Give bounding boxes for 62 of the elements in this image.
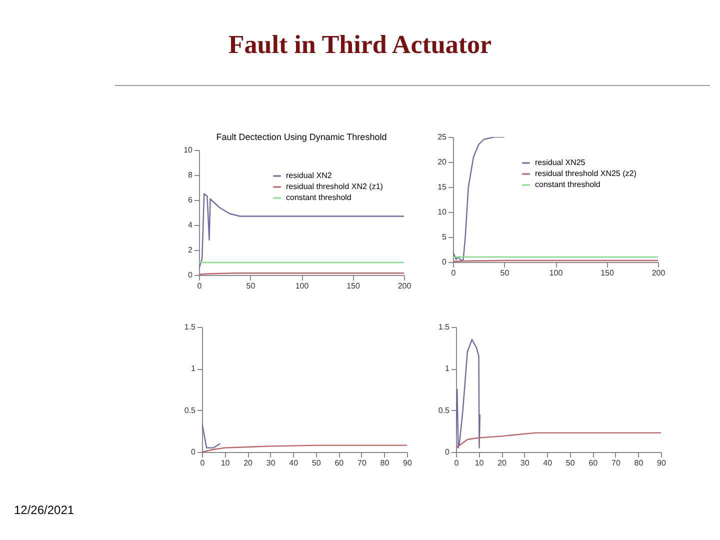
- y-tick-label: 10: [438, 208, 448, 216]
- x-tick-label: 80: [634, 458, 644, 468]
- y-tick-label: 2: [188, 246, 194, 254]
- x-tick-label: 80: [380, 458, 390, 468]
- y-tick-label: 1.5: [184, 322, 196, 332]
- y-tick-label: 0: [191, 448, 196, 456]
- legend-label: constant threshold: [535, 180, 600, 189]
- line-series: [456, 338, 481, 448]
- legend-label: constant threshold: [286, 193, 352, 202]
- x-tick-label: 200: [398, 282, 412, 290]
- x-tick-label: 90: [403, 458, 412, 468]
- line-series: [199, 193, 404, 270]
- x-tick-label: 20: [244, 458, 254, 468]
- legend-label: residual threshold XN25 (z2): [535, 169, 637, 178]
- x-tick-label: 50: [246, 282, 256, 290]
- x-tick-label: 30: [266, 458, 276, 468]
- x-tick-label: 10: [474, 458, 484, 468]
- y-tick-label: 5: [442, 232, 448, 242]
- line-series: [202, 422, 221, 448]
- x-tick-label: 10: [220, 458, 230, 468]
- x-tick-label: 0: [200, 458, 206, 468]
- y-tick-label: 15: [438, 182, 448, 192]
- x-tick-label: 20: [498, 458, 508, 468]
- x-tick-label: 40: [289, 458, 299, 468]
- y-tick-label: 25: [438, 132, 448, 142]
- y-tick-label: 20: [438, 158, 448, 166]
- legend-label: residual XN25: [535, 158, 586, 167]
- x-tick-label: 70: [357, 458, 367, 468]
- x-tick-label: 0: [454, 458, 460, 468]
- x-tick-label: 90: [657, 458, 666, 468]
- y-tick-label: 1.5: [438, 322, 450, 332]
- y-tick-label: 1: [445, 364, 450, 374]
- x-tick-label: 100: [295, 282, 310, 290]
- y-tick-label: 8: [188, 170, 194, 180]
- line-series: [456, 432, 661, 448]
- legend-label: residual threshold XN2 (z1): [286, 182, 384, 191]
- y-tick-label: 10: [184, 146, 194, 154]
- x-tick-label: 50: [500, 268, 510, 278]
- y-tick-label: 4: [188, 220, 194, 230]
- y-tick-label: 0.5: [184, 406, 196, 415]
- y-tick-label: 0: [445, 448, 450, 456]
- chart-title: Fault Dectection Using Dynamic Threshold: [216, 132, 387, 142]
- x-tick-label: 70: [611, 458, 621, 468]
- x-tick-label: 150: [346, 282, 360, 290]
- x-tick-label: 0: [197, 282, 202, 290]
- legend-label: residual XN2: [286, 171, 332, 180]
- x-tick-label: 60: [334, 458, 344, 468]
- y-tick-label: 0: [442, 258, 448, 266]
- x-tick-label: 150: [600, 268, 614, 278]
- x-tick-label: 200: [652, 268, 666, 278]
- x-tick-label: 40: [543, 458, 553, 468]
- x-tick-label: 30: [520, 458, 530, 468]
- x-tick-label: 60: [588, 458, 598, 468]
- x-tick-label: 100: [549, 268, 564, 278]
- y-tick-label: 1: [191, 364, 196, 374]
- text: Fault in Third Actuator: [227, 30, 493, 60]
- x-tick-label: 50: [312, 458, 322, 468]
- text: 12/26/2021: [14, 503, 74, 517]
- x-tick-label: 50: [566, 458, 576, 468]
- y-tick-label: 6: [188, 196, 194, 204]
- y-tick-label: 0.5: [438, 406, 450, 415]
- x-tick-label: 0: [451, 268, 456, 278]
